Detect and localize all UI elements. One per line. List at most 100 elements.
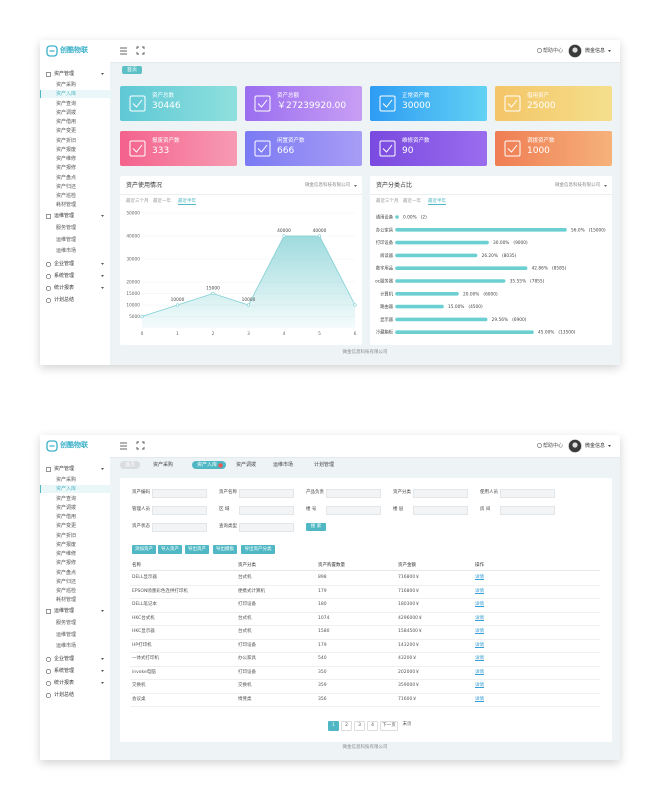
menu-item[interactable]: 资产维修 xyxy=(56,551,77,557)
page-button[interactable]: 4 xyxy=(367,721,378,731)
fullscreen-toggle[interactable] xyxy=(136,441,145,450)
detail-link[interactable]: 详情 xyxy=(475,629,484,634)
filter-input[interactable] xyxy=(500,506,555,515)
page-button[interactable]: 下一页 xyxy=(380,721,398,731)
menu-item[interactable]: 资产盘点 xyxy=(56,174,77,181)
period-tab[interactable]: 最近一年 xyxy=(153,199,171,204)
filter-input[interactable] xyxy=(152,489,207,498)
detail-link[interactable]: 详情 xyxy=(475,602,484,607)
menu-item[interactable]: 资产入库 xyxy=(56,486,77,493)
menu-toggle[interactable] xyxy=(120,47,128,55)
nav-tab[interactable]: 资产调拨 xyxy=(236,462,257,468)
user-name[interactable]: 微金信息 xyxy=(585,443,606,449)
detail-link[interactable]: 详情 xyxy=(475,683,484,688)
menu-group[interactable]: 计划总结 xyxy=(54,297,75,303)
company-select[interactable]: 微金信息科技有限公司 xyxy=(555,183,600,188)
detail-link[interactable]: 详情 xyxy=(475,669,484,675)
detail-link[interactable]: 详情 xyxy=(475,656,484,661)
menu-item[interactable]: 资产查询 xyxy=(56,495,77,502)
menu-group[interactable]: 运维管理 xyxy=(54,213,75,219)
detail-link[interactable]: 详情 xyxy=(475,615,484,621)
menu-group[interactable]: 统计报表 xyxy=(54,285,75,291)
detail-link[interactable]: 详情 xyxy=(475,642,484,648)
search-button[interactable]: 搜 索 xyxy=(306,523,326,531)
period-tab[interactable]: 最近三个月 xyxy=(376,199,399,204)
filter-input[interactable] xyxy=(326,506,381,515)
menu-group[interactable]: 系统管理 xyxy=(54,668,75,674)
menu-item[interactable]: 资产采购 xyxy=(56,82,77,88)
menu-item[interactable]: 耗材管理 xyxy=(56,597,77,604)
filter-input[interactable] xyxy=(413,506,468,515)
menu-item[interactable]: 资产报废 xyxy=(56,541,77,548)
menu-item[interactable]: 运维管理 xyxy=(56,631,77,638)
nav-tab[interactable]: 资产采购 xyxy=(153,462,174,468)
menu-item[interactable]: 资产盘点 xyxy=(56,569,77,576)
menu-item[interactable]: 资产变更 xyxy=(56,128,77,135)
tab-close[interactable] xyxy=(218,463,223,468)
period-tab[interactable]: 最近半年 xyxy=(178,199,196,206)
filter-input[interactable] xyxy=(152,523,207,532)
menu-item[interactable]: 资产报修 xyxy=(56,560,77,567)
menu-item[interactable]: 资产归还 xyxy=(56,578,77,585)
filter-input[interactable] xyxy=(239,489,294,498)
company-select[interactable]: 微金信息科技有限公司 xyxy=(305,183,350,188)
menu-item[interactable]: 资产巡检 xyxy=(56,588,77,594)
menu-item[interactable]: 资产报废 xyxy=(56,146,77,153)
detail-link[interactable]: 详情 xyxy=(475,575,484,580)
action-button[interactable]: 导出资产 xyxy=(185,545,209,554)
filter-input[interactable] xyxy=(152,506,207,515)
menu-item[interactable]: 资产折旧 xyxy=(56,532,77,539)
menu-item[interactable]: 资产调拨 xyxy=(56,109,77,116)
period-tab[interactable]: 最近半年 xyxy=(428,199,446,206)
help-link[interactable]: 帮助中心 xyxy=(543,443,564,449)
action-button[interactable]: 导出资产分类 xyxy=(241,545,275,554)
menu-item[interactable]: 资产借用 xyxy=(56,514,77,520)
action-button[interactable]: 导入资产 xyxy=(158,545,182,554)
menu-item[interactable]: 资产维修 xyxy=(56,156,77,162)
period-tab[interactable]: 最近三个月 xyxy=(126,199,149,204)
detail-link[interactable]: 详情 xyxy=(475,696,484,702)
action-button[interactable]: 添加资产 xyxy=(132,545,156,554)
menu-item[interactable]: 运维市场 xyxy=(56,643,77,649)
help-link[interactable]: 帮助中心 xyxy=(543,48,564,54)
menu-item[interactable]: 资产采购 xyxy=(56,477,77,483)
nav-tab[interactable]: 运维市场 xyxy=(273,462,294,468)
menu-item[interactable]: 资产借用 xyxy=(56,119,77,125)
menu-group[interactable]: 资产管理 xyxy=(54,71,75,77)
menu-item[interactable]: 资产报修 xyxy=(56,165,77,172)
menu-group[interactable]: 计划总结 xyxy=(54,692,75,698)
page-button[interactable]: 3 xyxy=(354,721,365,731)
menu-item[interactable]: 资产调拨 xyxy=(56,504,77,511)
page-button[interactable]: 2 xyxy=(341,721,352,731)
menu-group[interactable]: 统计报表 xyxy=(54,680,75,686)
menu-group[interactable]: 资产管理 xyxy=(54,466,75,472)
menu-item[interactable]: 资产入库 xyxy=(56,91,77,98)
menu-group[interactable]: 企业管理 xyxy=(54,261,75,267)
page-button[interactable]: 末页 xyxy=(402,722,412,727)
breadcrumb-tag[interactable]: 首页 xyxy=(122,66,143,74)
filter-input[interactable] xyxy=(239,506,294,515)
menu-item[interactable]: 资产变更 xyxy=(56,523,77,530)
detail-link[interactable]: 详情 xyxy=(475,588,484,594)
menu-group[interactable]: 企业管理 xyxy=(54,656,75,662)
fullscreen-toggle[interactable] xyxy=(136,46,145,55)
nav-tab[interactable]: 计划管理 xyxy=(314,462,335,468)
nav-tab[interactable]: 资产入库 xyxy=(192,461,227,469)
menu-item[interactable]: 运维市场 xyxy=(56,248,77,254)
menu-item[interactable]: 资产巡检 xyxy=(56,193,77,199)
nav-tab[interactable]: 首页 xyxy=(120,461,141,469)
filter-input[interactable] xyxy=(413,489,468,498)
period-tab[interactable]: 最近一年 xyxy=(403,199,421,204)
action-button[interactable]: 导出模板 xyxy=(213,545,237,554)
menu-item[interactable]: 资产折旧 xyxy=(56,137,77,144)
menu-group[interactable]: 系统管理 xyxy=(54,273,75,279)
menu-item[interactable]: 耗材管理 xyxy=(56,202,77,209)
filter-input[interactable] xyxy=(500,489,555,498)
menu-item[interactable]: 服务管理 xyxy=(56,620,77,626)
filter-input[interactable] xyxy=(239,523,294,532)
page-button[interactable]: 1 xyxy=(328,721,339,731)
user-name[interactable]: 微金信息 xyxy=(585,48,606,54)
menu-item[interactable]: 服务管理 xyxy=(56,225,77,231)
menu-group[interactable]: 运维管理 xyxy=(54,608,75,614)
menu-item[interactable]: 资产归还 xyxy=(56,183,77,190)
